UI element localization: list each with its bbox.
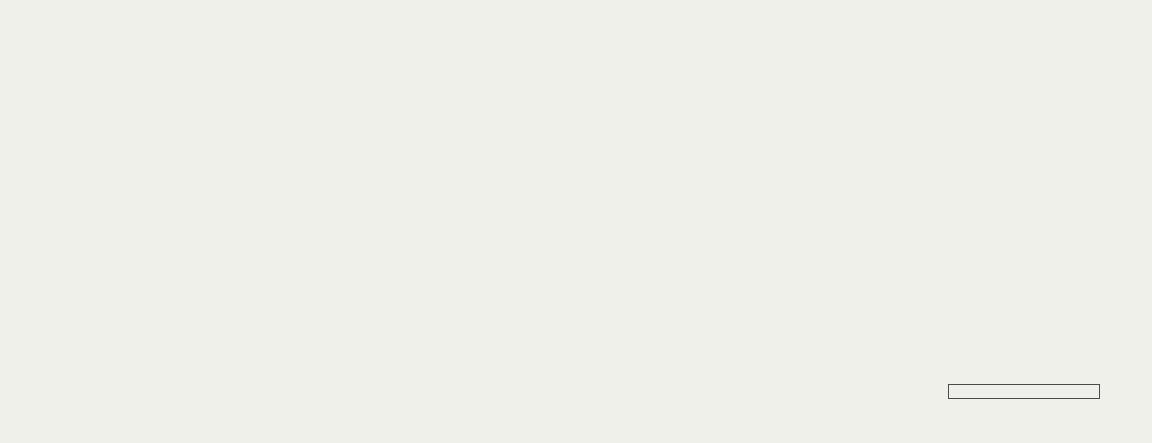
showers-swatch <box>267 391 295 402</box>
precipitation-swatch <box>127 391 155 402</box>
cloud-density-scale <box>948 384 1100 399</box>
legend <box>0 380 1152 414</box>
